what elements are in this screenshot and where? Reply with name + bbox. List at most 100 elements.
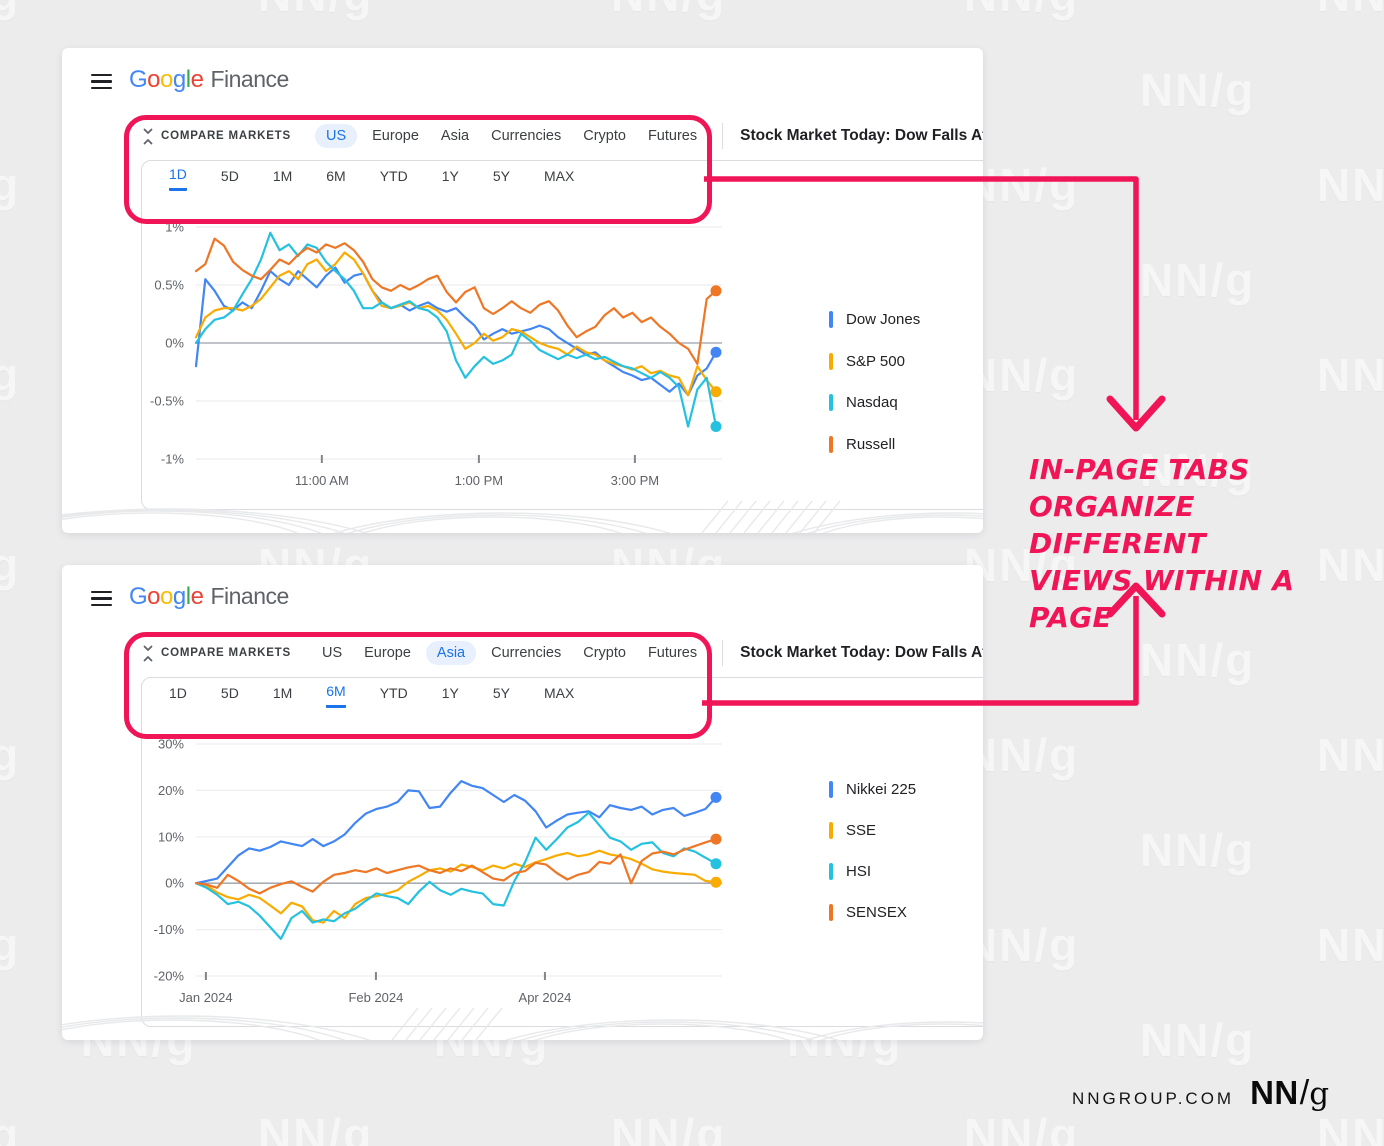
- svg-text:30%: 30%: [158, 737, 184, 752]
- background-watermark: NN/g: [1317, 729, 1384, 781]
- background-watermark: NN/g: [1317, 919, 1384, 971]
- range-tab-6m[interactable]: 6M: [326, 167, 346, 184]
- series-color-bar: [829, 352, 833, 370]
- legend-row[interactable]: Nasdaq 17,736: [829, 392, 983, 412]
- legend-row[interactable]: SENSEX 79,03: [829, 902, 983, 922]
- logo-letter: G: [129, 583, 148, 610]
- intraday-comparison-chart[interactable]: 1% 0.5% 0% -0.5% -1% 11:00 AM 1:00 PM 3:00 PM: [132, 213, 856, 513]
- background-watermark: NN/g: [611, 1109, 727, 1146]
- svg-text:1:00 PM: 1:00 PM: [455, 473, 503, 488]
- market-tab-currencies[interactable]: Currencies: [491, 128, 562, 144]
- menu-icon[interactable]: [91, 74, 112, 89]
- compare-markets-bar: COMPARE MARKETS US Europe Asia Currencie…: [142, 637, 983, 669]
- series-color-bar: [829, 310, 833, 328]
- range-tab-1d[interactable]: 1D: [169, 684, 187, 701]
- range-tab-1y[interactable]: 1Y: [441, 167, 459, 184]
- time-range-tabs: 1D 5D 1M 6M YTD 1Y 5Y MAX: [141, 166, 608, 191]
- market-tab-crypto[interactable]: Crypto: [583, 128, 626, 144]
- market-tab-currencies[interactable]: Currencies: [491, 645, 562, 661]
- market-tab-us[interactable]: US: [321, 645, 343, 661]
- legend-row[interactable]: Dow Jones 39,12: [829, 309, 983, 329]
- app-header: Google Finance: [62, 565, 983, 631]
- index-name: S&P 500: [846, 352, 905, 370]
- nng-logo-nn: NN: [1250, 1074, 1299, 1111]
- nng-footer: NNGROUP.COM NN / g: [1072, 1074, 1329, 1113]
- logo-letter: l: [185, 66, 191, 93]
- background-watermark: NN/g: [1140, 64, 1256, 116]
- background-watermark: NN/g: [0, 159, 21, 211]
- svg-text:0.5%: 0.5%: [154, 278, 184, 293]
- range-tab-5d[interactable]: 5D: [220, 167, 239, 184]
- background-watermark: NN/g: [1140, 1014, 1256, 1066]
- series-color-bar: [829, 393, 833, 411]
- range-tab-5d[interactable]: 5D: [220, 684, 239, 701]
- range-tab-5y[interactable]: 5Y: [492, 167, 510, 184]
- market-tab-europe[interactable]: Europe: [372, 128, 419, 144]
- svg-text:0%: 0%: [165, 336, 184, 351]
- news-headline[interactable]: Stock Market Today: Dow Falls After P: [740, 644, 983, 661]
- google-finance-logo[interactable]: Google Finance: [129, 66, 289, 94]
- logo-letter: g: [172, 583, 186, 610]
- market-tab-crypto[interactable]: Crypto: [583, 645, 626, 661]
- legend-row[interactable]: Nikkei 225 39,58: [829, 779, 983, 799]
- svg-text:-10%: -10%: [154, 922, 185, 937]
- index-name: SSE: [846, 821, 877, 839]
- news-headline[interactable]: Stock Market Today: Dow Falls After P: [740, 127, 983, 144]
- background-watermark: NN/g: [0, 729, 21, 781]
- market-tab-asia[interactable]: Asia: [440, 128, 470, 144]
- range-tab-1d[interactable]: 1D: [169, 166, 187, 191]
- logo-letter: e: [190, 583, 204, 610]
- background-watermark: NN/g: [1140, 824, 1256, 876]
- legend-row[interactable]: S&P 500 5,45: [829, 351, 983, 371]
- collapse-icon[interactable]: [142, 128, 154, 145]
- compare-markets-label: COMPARE MARKETS: [161, 647, 291, 659]
- logo-letter: o: [147, 66, 161, 93]
- background-watermark: NN/g: [964, 0, 1079, 22]
- svg-text:3:00 PM: 3:00 PM: [611, 473, 659, 488]
- legend-row[interactable]: SSE 2,96: [829, 820, 983, 840]
- background-watermark: NN/g: [1317, 159, 1384, 211]
- menu-icon[interactable]: [91, 591, 112, 606]
- legend-row[interactable]: Russell 2,04: [829, 434, 983, 454]
- google-finance-screenshot-asia: Google Finance COMPARE MARKETS US Europe …: [62, 565, 983, 1040]
- app-header: Google Finance: [62, 48, 983, 114]
- market-tab-europe[interactable]: Europe: [364, 645, 411, 661]
- svg-text:-0.5%: -0.5%: [150, 394, 184, 409]
- svg-text:-20%: -20%: [154, 969, 185, 984]
- index-name: Nikkei 225: [846, 780, 917, 798]
- background-watermark: NN/g: [0, 0, 20, 22]
- background-watermark: NN/g: [1317, 539, 1384, 591]
- svg-text:-1%: -1%: [161, 452, 185, 467]
- background-watermark: NN/g: [0, 1109, 21, 1146]
- range-tab-1m[interactable]: 1M: [272, 684, 293, 701]
- index-name: SENSEX: [846, 903, 907, 921]
- range-tab-max[interactable]: MAX: [543, 684, 575, 701]
- google-finance-logo[interactable]: Google Finance: [129, 583, 289, 611]
- background-watermark: NN/g: [0, 349, 21, 401]
- background-watermark: NN/g: [0, 539, 21, 591]
- range-tab-1y[interactable]: 1Y: [441, 684, 459, 701]
- collapse-icon[interactable]: [142, 645, 154, 662]
- logo-letter: g: [172, 66, 186, 93]
- series-color-bar: [829, 821, 833, 839]
- range-tab-6m[interactable]: 6M: [326, 683, 346, 708]
- time-range-tabs: 1D 5D 1M 6M YTD 1Y 5Y MAX: [141, 683, 608, 708]
- range-tab-ytd[interactable]: YTD: [379, 167, 408, 184]
- market-tab-asia[interactable]: Asia: [425, 641, 477, 665]
- logo-letter: G: [129, 66, 148, 93]
- series-color-bar: [829, 862, 833, 880]
- compare-markets-label: COMPARE MARKETS: [161, 130, 291, 142]
- svg-text:11:00 AM: 11:00 AM: [295, 473, 349, 488]
- six-month-comparison-chart[interactable]: 30% 20% 10% 0% -10% -20% Jan 2024 Feb 2024 Apr 2…: [132, 730, 856, 1030]
- market-tab-us[interactable]: US: [314, 124, 358, 148]
- legend-row[interactable]: HSI 17,71: [829, 861, 983, 881]
- range-tab-1m[interactable]: 1M: [272, 167, 293, 184]
- market-tab-futures[interactable]: Futures: [647, 128, 698, 144]
- range-tab-ytd[interactable]: YTD: [379, 684, 408, 701]
- logo-letter: o: [147, 583, 161, 610]
- background-watermark: NN/g: [611, 0, 726, 22]
- market-tab-futures[interactable]: Futures: [647, 645, 698, 661]
- divider: [722, 640, 724, 666]
- range-tab-5y[interactable]: 5Y: [492, 684, 510, 701]
- range-tab-max[interactable]: MAX: [543, 167, 575, 184]
